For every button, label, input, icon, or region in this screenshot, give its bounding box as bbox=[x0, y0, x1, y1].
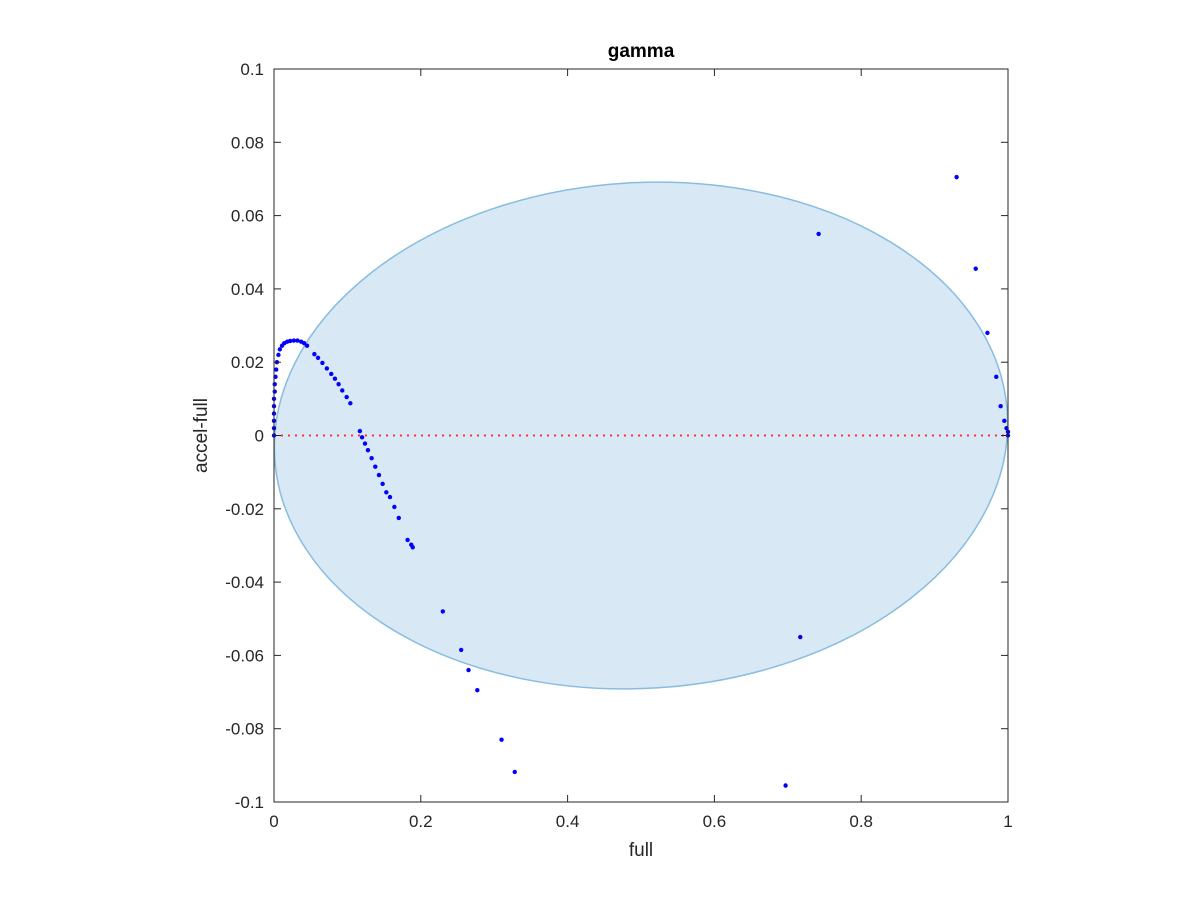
data-point bbox=[340, 388, 345, 393]
data-point bbox=[344, 394, 349, 400]
data-point bbox=[304, 343, 310, 348]
data-point bbox=[272, 381, 277, 387]
data-point bbox=[357, 428, 363, 434]
data-point bbox=[359, 435, 365, 440]
data-point bbox=[405, 537, 410, 543]
data-point bbox=[312, 351, 317, 357]
y-tick-label: -0.1 bbox=[235, 793, 264, 812]
y-tick-label: 0.1 bbox=[240, 60, 264, 79]
y-tick-label: -0.02 bbox=[225, 500, 264, 519]
data-point bbox=[396, 515, 401, 521]
data-point bbox=[272, 389, 277, 394]
y-tick-label: 0 bbox=[255, 427, 264, 446]
x-tick-label: 1 bbox=[1003, 812, 1012, 831]
data-point bbox=[274, 367, 279, 372]
data-point bbox=[816, 231, 821, 237]
data-point bbox=[336, 381, 341, 387]
data-point bbox=[369, 456, 374, 461]
x-tick-label: 0.4 bbox=[556, 812, 580, 831]
y-tick-label: 0.06 bbox=[231, 207, 264, 226]
data-point bbox=[512, 769, 517, 775]
x-tick-label: 0.2 bbox=[409, 812, 433, 831]
data-point bbox=[798, 634, 803, 640]
data-point bbox=[320, 360, 325, 366]
y-tick-label: 0.04 bbox=[231, 280, 264, 299]
chart-title: gamma bbox=[608, 41, 675, 62]
data-point bbox=[276, 352, 281, 358]
x-tick-label: 0.8 bbox=[849, 812, 873, 831]
data-point bbox=[440, 609, 446, 614]
data-point bbox=[985, 330, 990, 336]
data-point bbox=[295, 338, 300, 343]
y-tick-label: 0.08 bbox=[231, 133, 264, 152]
data-point bbox=[365, 447, 371, 453]
data-point bbox=[332, 376, 338, 381]
data-point bbox=[376, 472, 382, 478]
data-point bbox=[301, 340, 307, 346]
data-point bbox=[954, 174, 959, 180]
y-tick-label: 0.02 bbox=[231, 353, 264, 372]
y-tick-label: -0.06 bbox=[225, 646, 264, 665]
data-point bbox=[373, 464, 378, 469]
data-point bbox=[783, 783, 788, 788]
data-point bbox=[324, 366, 330, 371]
x-axis-label: full bbox=[629, 840, 653, 861]
data-point bbox=[475, 688, 480, 693]
data-point bbox=[348, 401, 353, 406]
data-point bbox=[384, 490, 389, 495]
x-tick-label: 0 bbox=[269, 812, 278, 831]
y-tick-label: -0.04 bbox=[225, 573, 264, 592]
data-point bbox=[458, 647, 464, 653]
data-point bbox=[329, 371, 334, 377]
y-axis-label: accel-full bbox=[191, 398, 212, 473]
data-point bbox=[392, 504, 397, 510]
data-point bbox=[410, 545, 415, 550]
data-point bbox=[291, 338, 297, 343]
data-point bbox=[387, 494, 393, 500]
data-point bbox=[277, 347, 283, 352]
data-point bbox=[315, 355, 321, 361]
data-point bbox=[362, 441, 368, 446]
data-point bbox=[287, 338, 293, 344]
data-point bbox=[998, 403, 1003, 409]
data-point bbox=[1002, 418, 1007, 424]
x-tick-label: 0.6 bbox=[703, 812, 727, 831]
confidence-ellipse bbox=[273, 181, 1009, 690]
data-point bbox=[380, 481, 385, 487]
data-point bbox=[466, 667, 471, 673]
data-point bbox=[973, 266, 978, 271]
data-point bbox=[499, 737, 504, 742]
y-tick-label: -0.08 bbox=[225, 720, 264, 739]
data-point bbox=[994, 374, 999, 380]
